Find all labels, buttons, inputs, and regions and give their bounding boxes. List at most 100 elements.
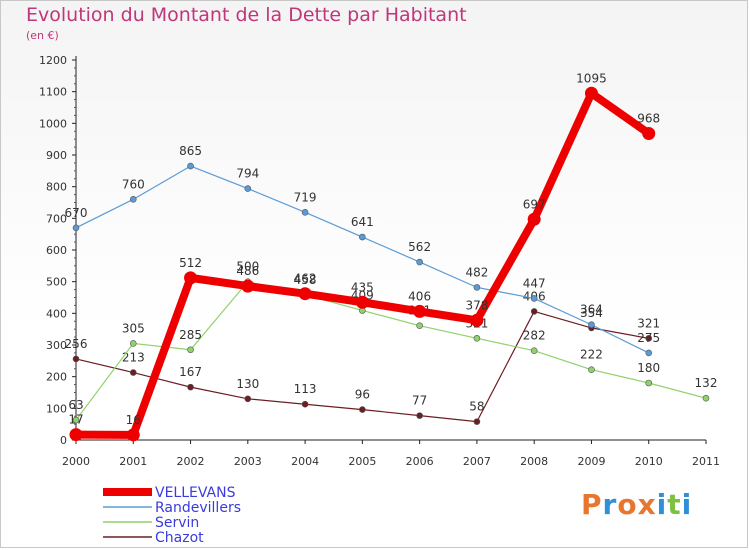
data-label-randevillers: 641	[351, 215, 374, 229]
data-label-servin: 500	[236, 260, 259, 274]
logo-letter: i	[681, 488, 693, 521]
data-label-chazot: 96	[355, 388, 370, 402]
data-point-vellevans	[355, 295, 369, 309]
x-tick-label: 2010	[635, 455, 663, 468]
logo-letter: o	[617, 488, 638, 521]
data-label-servin: 285	[179, 328, 202, 342]
x-tick-label: 2011	[692, 455, 720, 468]
data-point-servin	[129, 340, 137, 347]
data-point-randevillers	[244, 185, 252, 192]
data-label-servin: 458	[294, 273, 317, 287]
data-point-chazot	[473, 418, 481, 425]
data-point-vellevans	[241, 279, 255, 293]
logo-letter: P	[581, 488, 603, 521]
data-label-randevillers: 364	[580, 303, 603, 317]
data-point-randevillers	[530, 295, 538, 302]
logo-letter: x	[637, 488, 657, 521]
legend-label-chazot: Chazot	[155, 530, 204, 546]
data-point-servin	[530, 347, 538, 355]
data-point-vellevans	[470, 313, 484, 327]
data-point-randevillers	[72, 224, 80, 232]
x-tick-label: 2001	[119, 455, 147, 468]
y-tick-label: 300	[46, 339, 67, 352]
data-label-vellevans: 1095	[576, 71, 607, 85]
proxiti-logo: Proxiti	[581, 488, 692, 521]
data-label-servin: 222	[580, 348, 603, 362]
data-label-chazot: 354	[580, 306, 603, 320]
data-point-servin	[588, 366, 595, 374]
data-label-vellevans: 462	[294, 272, 317, 286]
data-label-chazot: 113	[294, 382, 317, 396]
data-point-chazot	[359, 406, 366, 413]
data-label-vellevans: 406	[408, 289, 431, 303]
x-tick-label: 2004	[291, 455, 319, 468]
data-point-randevillers	[359, 233, 366, 241]
y-tick-label: 200	[46, 371, 67, 384]
data-point-vellevans	[126, 428, 140, 442]
data-point-servin	[473, 335, 481, 342]
data-label-vellevans: 435	[351, 280, 374, 294]
x-tick-label: 2002	[177, 455, 205, 468]
data-point-chazot	[244, 395, 252, 403]
logo-letter: t	[667, 488, 682, 521]
data-label-randevillers: 760	[122, 177, 145, 191]
data-label-servin: 282	[523, 329, 546, 343]
data-point-chazot	[129, 369, 137, 376]
data-point-servin	[187, 346, 194, 354]
data-point-randevillers	[588, 321, 595, 329]
data-label-chazot: 256	[65, 337, 88, 351]
data-label-servin: 132	[695, 376, 718, 390]
data-point-randevillers	[645, 349, 653, 357]
x-tick-label: 2003	[234, 455, 262, 468]
data-label-vellevans: 486	[236, 264, 259, 278]
data-label-randevillers: 447	[523, 276, 546, 290]
y-tick-label: 1100	[39, 86, 67, 99]
data-label-randevillers: 670	[65, 206, 88, 220]
x-tick-label: 2008	[520, 455, 548, 468]
data-label-chazot: 77	[412, 394, 427, 408]
data-label-vellevans: 697	[523, 197, 546, 211]
data-label-vellevans: 17	[68, 413, 83, 427]
legend-label-randevillers: Randevillers	[155, 500, 241, 516]
data-point-servin	[416, 322, 423, 329]
x-tick-label: 2007	[463, 455, 491, 468]
series-line-servin	[75, 281, 707, 421]
y-tick-label: 800	[46, 181, 67, 194]
x-tick-label: 2006	[406, 455, 434, 468]
data-label-randevillers: 719	[294, 190, 317, 204]
data-point-chazot	[187, 383, 194, 391]
data-label-servin: 180	[637, 361, 660, 375]
legend-label-vellevans: VELLEVANS	[155, 485, 236, 501]
y-tick-label: 1200	[39, 54, 67, 67]
data-label-randevillers: 562	[408, 240, 431, 254]
data-point-chazot	[301, 400, 309, 408]
data-point-chazot	[530, 308, 538, 315]
data-point-servin	[645, 379, 653, 387]
data-label-servin: 305	[122, 321, 145, 335]
data-point-chazot	[645, 335, 653, 342]
data-point-vellevans	[527, 212, 541, 226]
data-point-vellevans	[69, 428, 83, 442]
data-label-chazot: 167	[179, 365, 202, 379]
y-tick-label: 600	[46, 244, 67, 257]
data-point-chazot	[416, 412, 423, 419]
data-point-chazot	[72, 355, 80, 363]
data-label-chazot: 130	[236, 377, 259, 391]
data-point-randevillers	[129, 196, 137, 203]
series-line-vellevans	[72, 89, 653, 439]
y-tick-label: 700	[46, 212, 67, 225]
data-point-vellevans	[584, 86, 598, 100]
logo-letter: r	[602, 488, 618, 521]
series-line-randevillers	[75, 165, 650, 354]
data-point-vellevans	[184, 271, 198, 285]
data-label-randevillers: 275	[637, 331, 660, 345]
data-label-chazot: 321	[637, 316, 660, 330]
y-tick-label: 1000	[39, 117, 67, 130]
data-point-vellevans	[298, 287, 312, 301]
data-point-randevillers	[301, 209, 309, 216]
data-label-vellevans: 16	[126, 413, 141, 427]
y-tick-label: 400	[46, 307, 67, 320]
data-point-randevillers	[416, 258, 423, 266]
logo-letter: i	[656, 488, 668, 521]
